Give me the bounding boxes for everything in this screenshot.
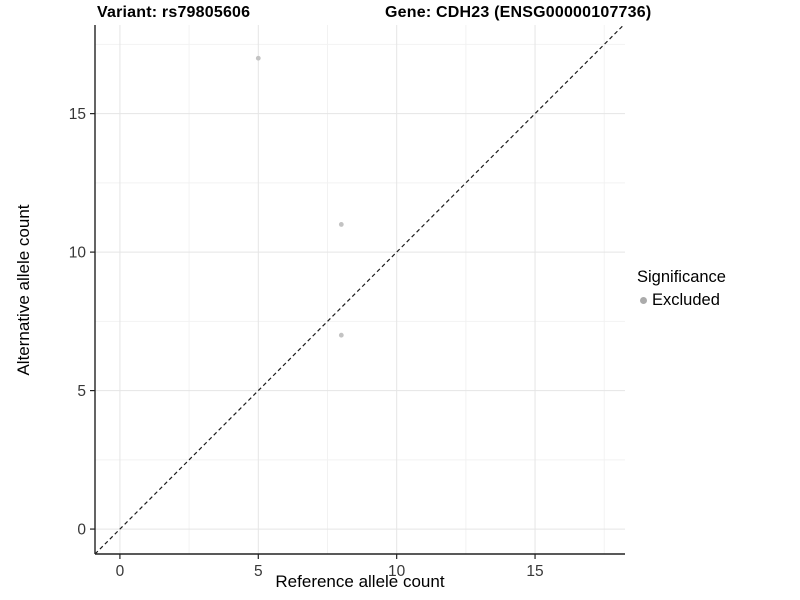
y-tick-label: 0 bbox=[77, 522, 86, 539]
gene-title: Gene: CDH23 (ENSG00000107736) bbox=[385, 4, 652, 21]
x-axis-title: Reference allele count bbox=[275, 572, 445, 591]
y-axis-title: Alternative allele count bbox=[14, 204, 33, 376]
y-tick-label: 15 bbox=[69, 106, 86, 123]
excluded-dot-icon bbox=[640, 297, 647, 304]
x-tick-label: 10 bbox=[388, 563, 406, 580]
legend-item-label: Excluded bbox=[652, 291, 720, 309]
y-tick-label: 5 bbox=[77, 383, 86, 400]
y-tick-label: 10 bbox=[69, 245, 87, 262]
legend-item-excluded: Excluded bbox=[640, 291, 726, 310]
legend: Significance Excluded bbox=[637, 268, 726, 310]
data-point bbox=[338, 332, 344, 338]
x-tick-label: 5 bbox=[254, 563, 263, 580]
data-point bbox=[255, 55, 261, 61]
data-point bbox=[338, 222, 344, 227]
legend-title: Significance bbox=[637, 268, 726, 286]
variant-title: Variant: rs79805606 bbox=[97, 4, 251, 21]
x-tick-label: 15 bbox=[526, 563, 543, 580]
x-tick-label: 0 bbox=[116, 563, 125, 580]
identity-line bbox=[94, 24, 625, 555]
